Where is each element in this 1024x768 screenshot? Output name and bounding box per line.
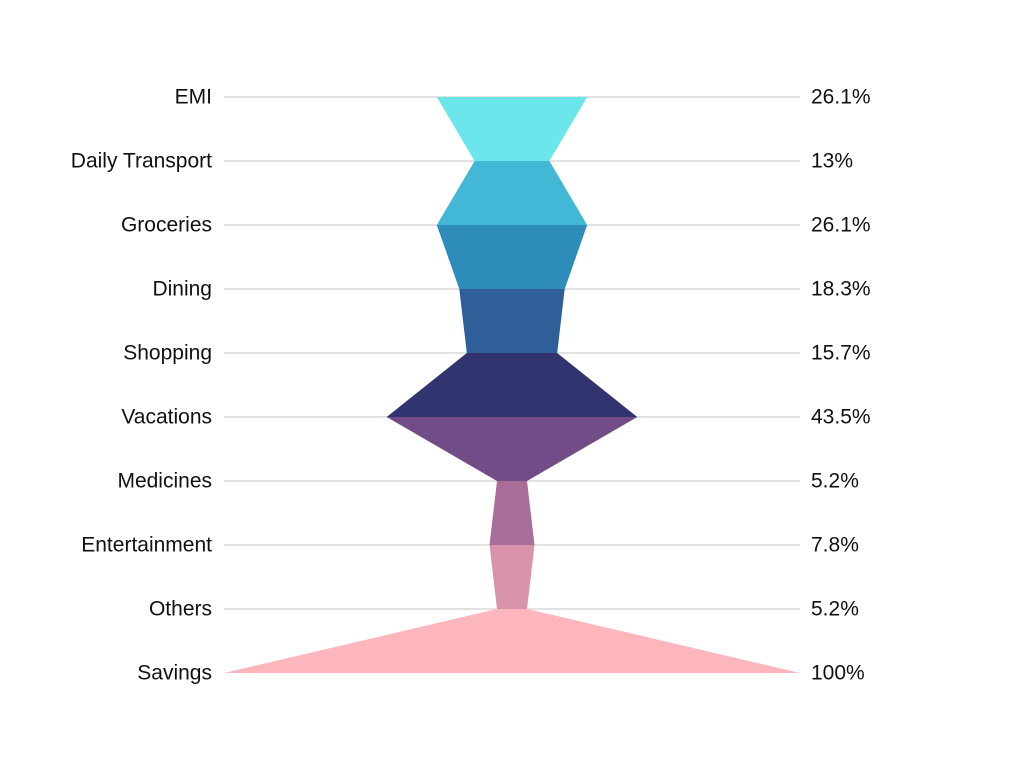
funnel-band	[436, 225, 588, 289]
value-label: 43.5%	[811, 406, 871, 429]
funnel-band	[436, 97, 588, 161]
value-label: 7.8%	[811, 534, 859, 557]
category-label: Groceries	[121, 214, 212, 237]
category-label: Savings	[137, 662, 212, 685]
funnel-band	[224, 609, 800, 673]
category-label: EMI	[175, 86, 212, 109]
category-label: Shopping	[123, 342, 212, 365]
value-labels: 26.1% 13% 26.1% 18.3% 15.7% 43.5% 5.2% 7.8% 5.2%…	[811, 86, 871, 685]
funnel-band	[436, 161, 588, 225]
category-labels: EMI Daily Transport Groceries Dining Shoppin…	[71, 86, 212, 685]
value-label: 15.7%	[811, 342, 871, 365]
category-label: Medicines	[117, 470, 212, 493]
category-label: Others	[149, 598, 212, 621]
funnel-band	[459, 289, 565, 353]
funnel-band	[386, 353, 638, 417]
funnel-band	[489, 481, 535, 545]
funnel-band	[386, 417, 638, 481]
funnel-bands	[224, 97, 800, 673]
funnel-band	[489, 545, 535, 609]
category-label: Daily Transport	[71, 150, 212, 173]
category-label: Dining	[152, 278, 212, 301]
category-label: Entertainment	[81, 534, 212, 557]
value-label: 18.3%	[811, 278, 871, 301]
value-label: 5.2%	[811, 598, 859, 621]
value-label: 100%	[811, 662, 865, 685]
value-label: 26.1%	[811, 214, 871, 237]
value-label: 26.1%	[811, 86, 871, 109]
category-label: Vacations	[121, 406, 212, 429]
value-label: 5.2%	[811, 470, 859, 493]
value-label: 13%	[811, 150, 853, 173]
